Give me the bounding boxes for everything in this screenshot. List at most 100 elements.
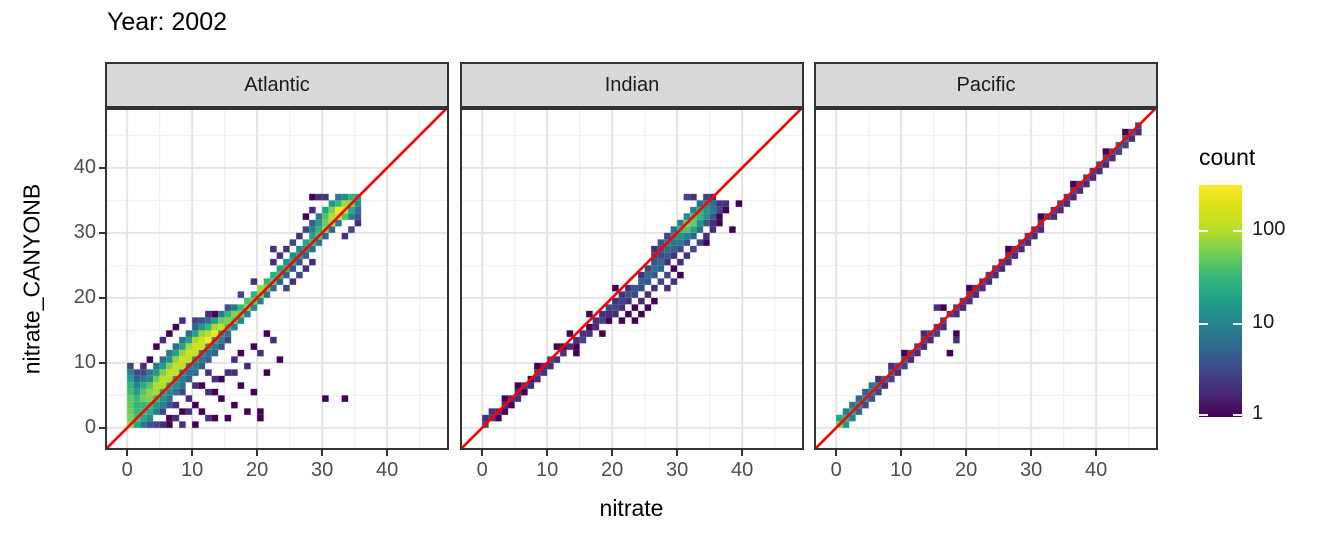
count-bin [133, 375, 141, 383]
count-bin [205, 336, 212, 344]
count-bin [198, 408, 206, 415]
count-bin [670, 252, 678, 259]
panel-indian [460, 108, 804, 450]
count-bin [322, 219, 329, 227]
count-bin [283, 258, 290, 266]
count-bin [211, 375, 219, 383]
count-bin [651, 265, 658, 272]
count-bin [133, 421, 141, 428]
count-bin [605, 317, 613, 324]
count-bin [198, 330, 206, 337]
count-bin [166, 356, 173, 363]
x-tick-label: 0 [830, 459, 842, 481]
count-bin [289, 278, 297, 285]
y-axis-tick [99, 426, 105, 429]
count-bin [1063, 200, 1071, 207]
count-bin [166, 421, 173, 428]
count-bin [735, 200, 743, 207]
count-bin [527, 382, 535, 389]
count-bin [127, 375, 134, 383]
count-bin [185, 408, 193, 415]
count-bin [146, 414, 154, 422]
count-bin [211, 310, 219, 318]
count-bin [146, 356, 154, 363]
count-bin [289, 252, 297, 259]
count-bin [638, 278, 645, 285]
count-bin [302, 226, 310, 233]
count-bin [146, 382, 154, 389]
y-tick-label: 10 [73, 350, 96, 373]
count-bin [146, 388, 154, 396]
count-bin [1109, 154, 1116, 162]
count-bin [302, 239, 310, 246]
count-bin [862, 401, 869, 409]
count-bin [315, 213, 323, 220]
count-bin [335, 206, 342, 214]
count-bin [985, 278, 993, 285]
count-bin [657, 239, 665, 246]
count-bin [1070, 193, 1077, 201]
count-bin [309, 193, 316, 201]
count-bin [205, 323, 212, 331]
count-bin [224, 317, 232, 324]
count-bin [644, 265, 652, 272]
count-bin [224, 310, 232, 318]
count-bin [998, 265, 1006, 272]
count-bin [257, 414, 264, 422]
count-bin [953, 336, 960, 344]
count-bin [703, 219, 710, 227]
count-bin [224, 304, 232, 311]
count-bin [153, 401, 160, 409]
count-bin [146, 395, 154, 402]
count-bin [179, 343, 186, 350]
count-bin [1076, 187, 1084, 194]
count-bin [192, 369, 199, 376]
count-bin [140, 421, 147, 428]
identity-line [462, 110, 802, 448]
x-axis-tick [1095, 450, 1098, 456]
count-bin [192, 330, 199, 337]
count-bin [586, 330, 593, 337]
count-bin [140, 369, 147, 376]
count-bin [205, 349, 212, 357]
count-bin [159, 336, 167, 344]
count-bin [185, 343, 193, 350]
count-bin [631, 291, 639, 298]
count-bin [716, 219, 723, 227]
count-bin [198, 323, 206, 331]
count-bin [257, 349, 264, 357]
count-bin [354, 206, 362, 214]
x-tick-label: 40 [731, 459, 754, 481]
legend-tick-label: 1 [1252, 402, 1264, 424]
count-bin [618, 317, 626, 324]
count-bin [1128, 135, 1136, 142]
count-bin [153, 343, 160, 350]
count-bin [315, 193, 323, 201]
count-bin [231, 369, 238, 376]
count-bin [573, 336, 580, 344]
count-bin [709, 213, 717, 220]
count-bin [127, 395, 134, 402]
count-bin [296, 232, 303, 240]
count-bin [599, 310, 606, 318]
count-bin [573, 349, 580, 357]
count-bin [166, 388, 173, 396]
count-bin [127, 362, 134, 370]
count-bin [335, 193, 342, 201]
count-bin [664, 284, 671, 292]
count-bin [159, 382, 167, 389]
count-bin [716, 213, 723, 220]
count-bin [192, 323, 199, 331]
count-bin [159, 421, 167, 428]
count-bin [166, 349, 173, 357]
count-bin [495, 414, 502, 422]
legend-colorbar [1199, 185, 1242, 417]
count-bin [625, 297, 632, 305]
count-bin [244, 362, 251, 370]
count-bin [289, 239, 297, 246]
count-bin [159, 375, 167, 383]
count-bin [146, 369, 154, 376]
count-bin [205, 369, 212, 376]
count-bin [198, 317, 206, 324]
count-bin [644, 291, 652, 298]
